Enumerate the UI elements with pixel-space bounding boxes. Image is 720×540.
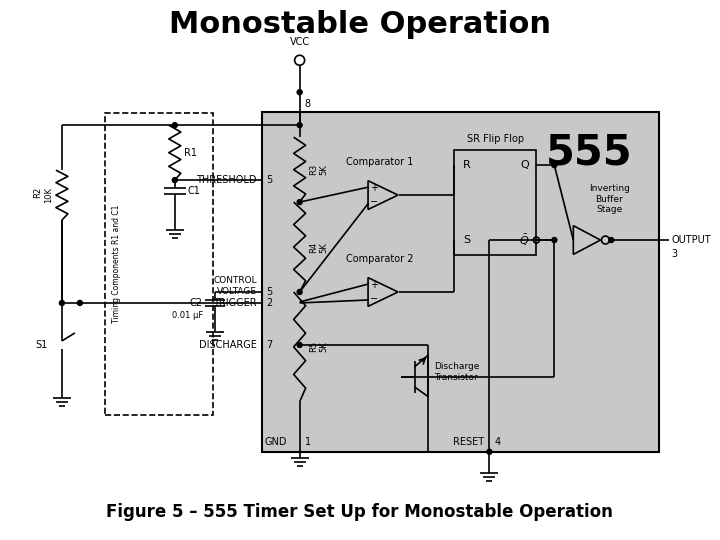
Text: 2: 2 xyxy=(266,298,273,308)
Text: 0.01 µF: 0.01 µF xyxy=(171,312,203,320)
Text: THRESHOLD: THRESHOLD xyxy=(196,175,257,185)
Text: Discharge
Transistor: Discharge Transistor xyxy=(434,362,480,382)
Text: −: − xyxy=(370,197,378,207)
Circle shape xyxy=(297,200,302,205)
Text: +: + xyxy=(370,184,378,193)
Text: R2
10K: R2 10K xyxy=(34,187,53,203)
Text: CONTROL
VOLTAGE: CONTROL VOLTAGE xyxy=(213,276,257,296)
Text: C2: C2 xyxy=(190,298,203,308)
Text: −: − xyxy=(370,294,378,303)
Text: OUTPUT: OUTPUT xyxy=(671,235,711,245)
Text: VCC: VCC xyxy=(289,37,310,48)
Circle shape xyxy=(60,300,64,306)
Circle shape xyxy=(297,90,302,94)
FancyBboxPatch shape xyxy=(454,150,536,255)
Circle shape xyxy=(552,238,557,242)
Circle shape xyxy=(487,449,492,454)
Circle shape xyxy=(297,342,302,347)
Text: 5: 5 xyxy=(266,175,273,185)
Text: 8: 8 xyxy=(305,99,311,109)
Text: 555: 555 xyxy=(546,131,633,173)
Text: +: + xyxy=(370,280,378,291)
Text: Inverting
Buffer
Stage: Inverting Buffer Stage xyxy=(589,184,630,214)
Text: R: R xyxy=(462,160,470,170)
Text: 5: 5 xyxy=(266,287,273,297)
Text: 1: 1 xyxy=(305,437,311,447)
Text: S1: S1 xyxy=(36,340,48,350)
Text: TRIGGER: TRIGGER xyxy=(213,298,257,308)
Text: Comparator 2: Comparator 2 xyxy=(346,254,413,264)
Circle shape xyxy=(172,123,177,127)
Text: Comparator 1: Comparator 1 xyxy=(346,157,413,167)
Text: R4
5K: R4 5K xyxy=(309,241,328,253)
Circle shape xyxy=(609,238,613,242)
Text: R1: R1 xyxy=(184,147,197,158)
Text: Monostable Operation: Monostable Operation xyxy=(168,10,551,39)
Text: GND: GND xyxy=(265,437,287,447)
Text: 7: 7 xyxy=(266,340,273,350)
Text: R3
5K: R3 5K xyxy=(309,164,328,176)
Text: SR Flip Flop: SR Flip Flop xyxy=(467,134,524,144)
Text: DISCHARGE: DISCHARGE xyxy=(199,340,257,350)
Text: RESET: RESET xyxy=(454,437,485,447)
Circle shape xyxy=(78,300,82,306)
Text: R5
5K: R5 5K xyxy=(309,341,328,353)
Text: Timing Components R1 and C1: Timing Components R1 and C1 xyxy=(112,205,122,323)
Text: C1: C1 xyxy=(188,186,201,196)
FancyBboxPatch shape xyxy=(261,112,660,452)
Text: Figure 5 – 555 Timer Set Up for Monostable Operation: Figure 5 – 555 Timer Set Up for Monostab… xyxy=(106,503,613,521)
Text: $\bar{Q}$: $\bar{Q}$ xyxy=(519,232,529,248)
Circle shape xyxy=(552,163,557,167)
Circle shape xyxy=(297,123,302,127)
Circle shape xyxy=(297,289,302,294)
Circle shape xyxy=(172,178,177,183)
Text: Q: Q xyxy=(520,160,528,170)
Text: S: S xyxy=(463,235,470,245)
Text: 3: 3 xyxy=(671,249,678,259)
Text: 4: 4 xyxy=(495,437,500,447)
